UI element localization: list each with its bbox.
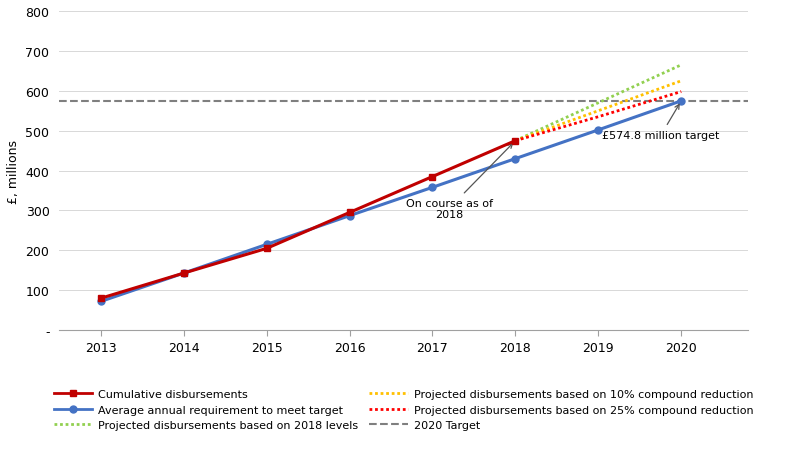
- Average annual requirement to meet target: [179, 271, 189, 276]
- Line: Projected disbursements based on 10% compound reduction: Projected disbursements based on 10% com…: [515, 82, 682, 141]
- Line: Projected disbursements based on 25% compound reduction: Projected disbursements based on 25% com…: [515, 92, 682, 141]
- Legend: Cumulative disbursements, Average annual requirement to meet target, Projected d: Cumulative disbursements, Average annual…: [48, 384, 759, 436]
- Line: Average annual requirement to meet target: Average annual requirement to meet targe…: [98, 98, 685, 305]
- Cumulative disbursements: [96, 296, 106, 302]
- Average annual requirement to meet target: [510, 157, 520, 162]
- Projected disbursements based on 10% compound reduction: [510, 139, 520, 144]
- Y-axis label: £, millions: £, millions: [7, 139, 20, 203]
- Cumulative disbursements: [179, 271, 189, 276]
- Average annual requirement to meet target: [96, 299, 106, 305]
- Projected disbursements based on 25% compound reduction: [677, 90, 686, 95]
- Cumulative disbursements: [510, 139, 520, 144]
- Projected disbursements based on 25% compound reduction: [594, 115, 603, 120]
- Average annual requirement to meet target: [677, 99, 686, 104]
- Projected disbursements based on 2018 levels: [594, 101, 603, 106]
- Cumulative disbursements: [428, 174, 438, 180]
- Cumulative disbursements: [262, 246, 271, 252]
- Projected disbursements based on 2018 levels: [510, 139, 520, 144]
- Projected disbursements based on 10% compound reduction: [677, 79, 686, 84]
- Projected disbursements based on 2018 levels: [677, 63, 686, 68]
- Average annual requirement to meet target: [262, 242, 271, 247]
- Average annual requirement to meet target: [428, 185, 438, 190]
- Line: Cumulative disbursements: Cumulative disbursements: [98, 138, 519, 302]
- Projected disbursements based on 25% compound reduction: [510, 139, 520, 144]
- Projected disbursements based on 10% compound reduction: [594, 109, 603, 114]
- Text: On course as of
2018: On course as of 2018: [406, 144, 513, 220]
- Cumulative disbursements: [345, 210, 354, 216]
- Line: Projected disbursements based on 2018 levels: Projected disbursements based on 2018 le…: [515, 66, 682, 141]
- Average annual requirement to meet target: [345, 213, 354, 219]
- Text: £574.8 million target: £574.8 million target: [602, 105, 720, 140]
- Average annual requirement to meet target: [594, 128, 603, 133]
